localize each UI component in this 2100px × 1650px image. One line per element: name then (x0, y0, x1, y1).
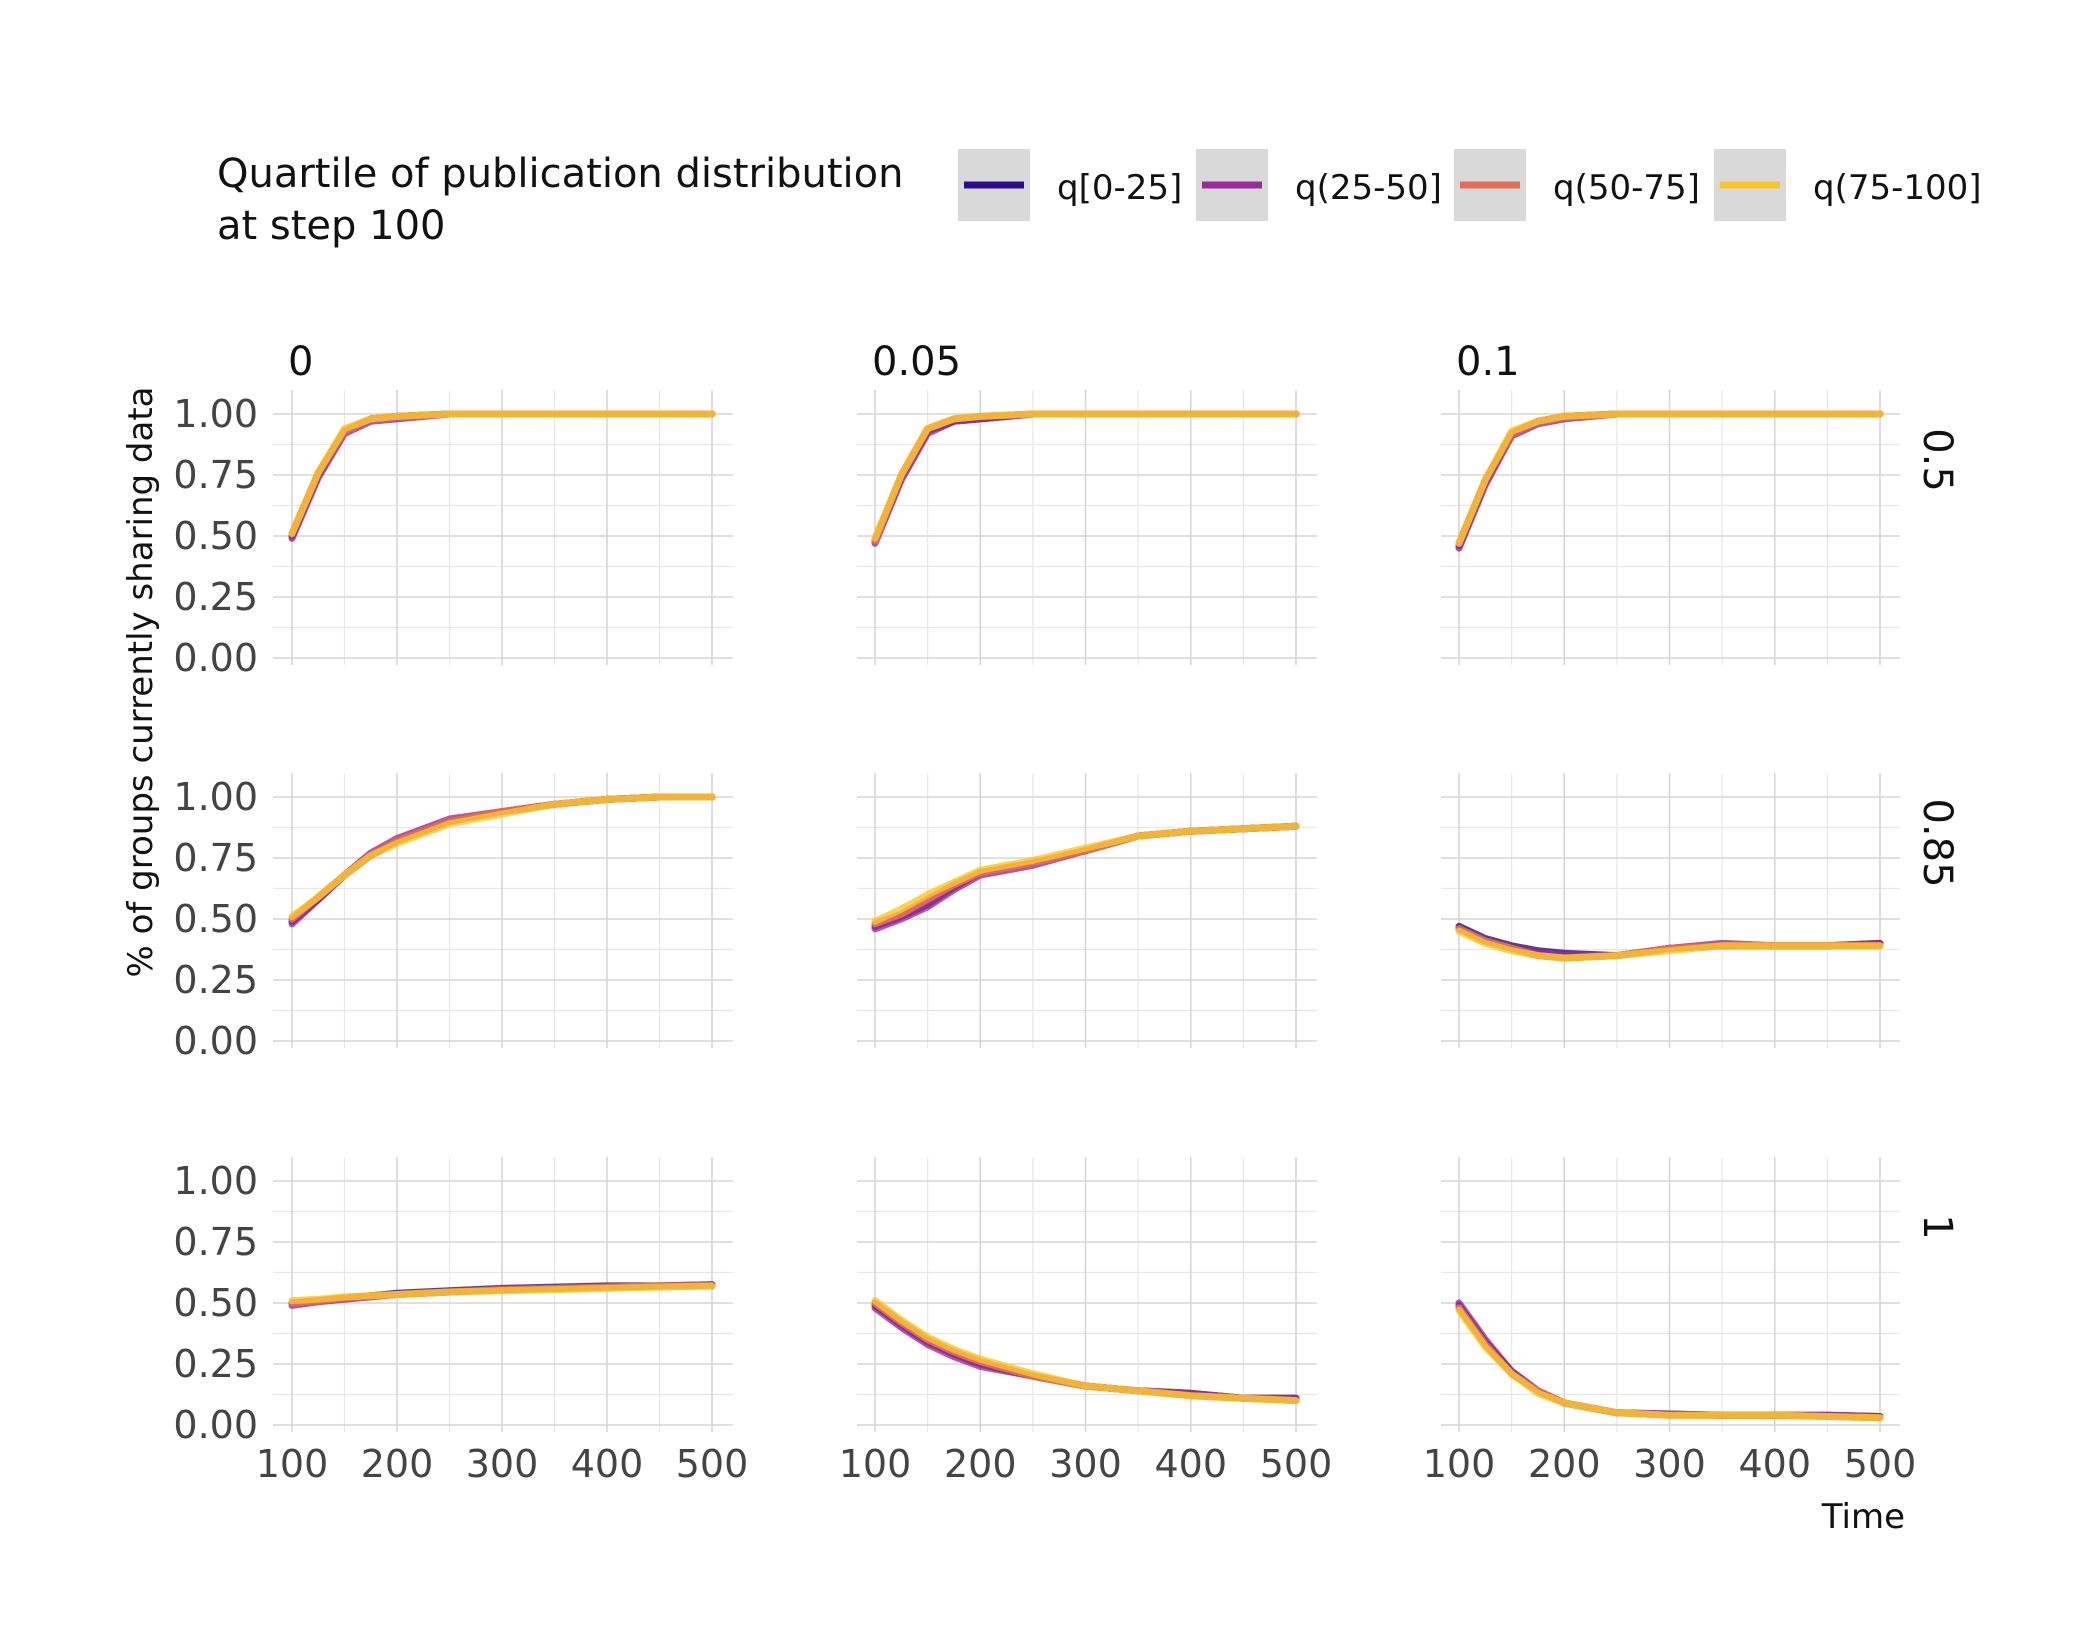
y-tick-label: 0.75 (173, 836, 258, 880)
y-tick-label: 0.00 (173, 1019, 258, 1063)
series-line (871, 1297, 1300, 1405)
facet-column-label: 0.05 (872, 339, 961, 385)
y-tick-label: 0.00 (173, 1403, 258, 1447)
legend-entry: q(50-75] (1454, 149, 1700, 221)
facet-column-label: 0 (288, 339, 313, 385)
legend-label: q(50-75] (1553, 168, 1700, 208)
legend-title-line: at step 100 (217, 203, 446, 249)
x-tick-label: 400 (1738, 1442, 1811, 1486)
y-tick-label: 0.50 (173, 514, 258, 558)
facet-row-label: 0.85 (1914, 798, 1960, 887)
legend-label: q(25-50] (1295, 168, 1442, 208)
series-line (288, 1282, 716, 1305)
facet-row-label: 1 (1914, 1214, 1960, 1239)
x-tick-label: 100 (1423, 1442, 1496, 1486)
y-tick-label: 0.50 (173, 1281, 258, 1325)
legend-entry: q(75-100] (1714, 149, 1982, 221)
facet-grid: 0.000.250.500.751.000 0.05 0.10.50.000.250… (173, 339, 1960, 1486)
x-tick-label: 300 (466, 1442, 539, 1486)
facet-panel: 0.1 0.5 (1441, 339, 1960, 665)
y-tick-label: 0.75 (173, 453, 258, 497)
series-line (871, 822, 1300, 925)
facet-panel: 0.00 0.25 0.50 0.75 1.00 0 (173, 339, 733, 680)
y-tick-label: 0.25 (173, 1342, 258, 1386)
y-tick-label: 0.75 (173, 1220, 258, 1264)
facet-row-label: 0.5 (1914, 428, 1960, 492)
legend-entry: q(25-50] (1196, 149, 1442, 221)
series-line (1455, 927, 1884, 962)
y-tick-label: 0.25 (173, 958, 258, 1002)
facet-panel: 100 200 300 400 500 1 (1423, 1157, 1960, 1486)
series-line (1455, 410, 1884, 547)
x-tick-label: 100 (256, 1442, 329, 1486)
x-tick-label: 300 (1049, 1442, 1122, 1486)
y-tick-label: 0.50 (173, 897, 258, 941)
y-tick-label: 1.00 (173, 392, 258, 436)
series-line (1455, 1306, 1884, 1422)
series-line (288, 410, 716, 538)
y-axis-title: % of groups currently sharing data (121, 386, 161, 977)
x-tick-label: 400 (1154, 1442, 1227, 1486)
x-tick-label: 100 (839, 1442, 912, 1486)
facet-panel: 100 200 300 400 500 (839, 1157, 1333, 1486)
facet-panel: 0.05 (857, 339, 1317, 665)
facet-panel: 0.00 0.25 0.50 0.75 1.00 100 200 300 400 500 (173, 1157, 748, 1486)
y-tick-label: 1.00 (173, 1159, 258, 1203)
y-tick-label: 0.00 (173, 636, 258, 680)
x-tick-label: 200 (944, 1442, 1017, 1486)
facet-column-label: 0.1 (1456, 339, 1520, 385)
y-tick-label: 0.25 (173, 575, 258, 619)
x-tick-label: 300 (1633, 1442, 1706, 1486)
legend-entry: q[0-25] (958, 149, 1182, 221)
x-tick-label: 400 (571, 1442, 644, 1486)
x-tick-label: 200 (361, 1442, 434, 1486)
x-tick-label: 500 (1260, 1442, 1333, 1486)
facet-panel (857, 773, 1317, 1048)
legend-label: q(75-100] (1813, 168, 1982, 208)
x-tick-label: 200 (1528, 1442, 1601, 1486)
x-tick-label: 500 (676, 1442, 749, 1486)
x-tick-label: 500 (1844, 1442, 1917, 1486)
y-tick-label: 1.00 (173, 775, 258, 819)
x-axis-title: Time (1821, 1497, 1905, 1537)
facet-panel: 0.00 0.25 0.50 0.75 1.00 (173, 773, 733, 1063)
legend-title-line: Quartile of publication distribution (217, 151, 903, 197)
series-line (288, 793, 716, 921)
legend-label: q[0-25] (1057, 168, 1182, 208)
legend: Quartile of publication distribution at … (217, 149, 1982, 249)
series-line (871, 410, 1300, 542)
facet-panel: 0.85 (1441, 773, 1960, 1048)
